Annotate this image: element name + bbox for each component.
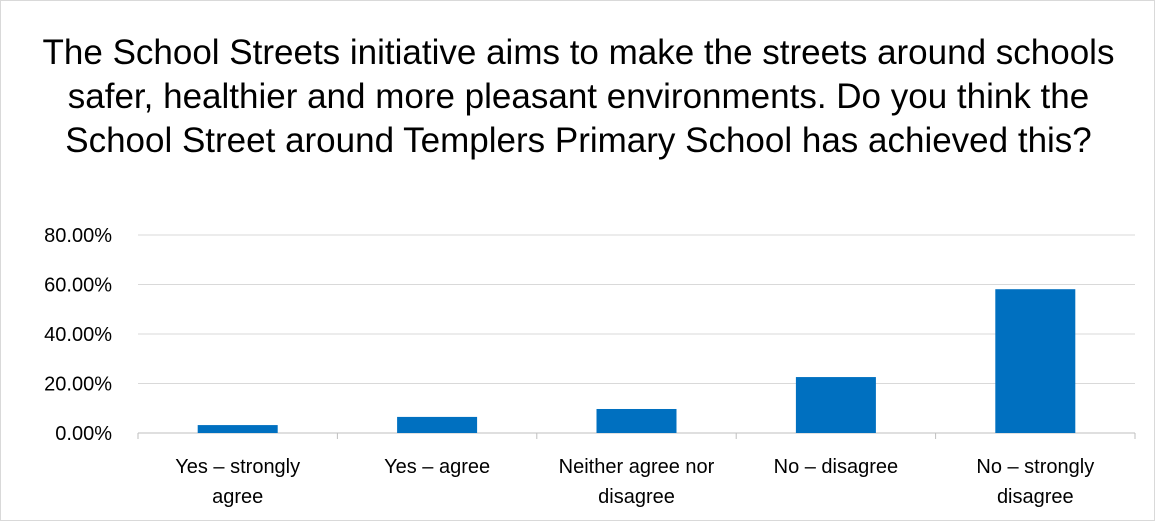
- x-tick-label: Neither agree nor: [559, 456, 715, 478]
- y-tick-label: 20.00%: [44, 374, 112, 396]
- bar: [397, 416, 478, 433]
- y-tick-label: 60.00%: [44, 275, 112, 297]
- chart-title: The School Streets initiative aims to ma…: [42, 33, 1115, 160]
- y-tick-label: 80.00%: [44, 225, 112, 247]
- x-tick-label: disagree: [997, 486, 1074, 508]
- x-tick-label: No – disagree: [774, 456, 899, 478]
- bar: [795, 377, 876, 433]
- x-tick-label: agree: [212, 486, 263, 508]
- bar: [197, 425, 278, 433]
- x-tick-label: Yes – strongly: [175, 456, 300, 478]
- y-tick-label: 40.00%: [44, 324, 112, 346]
- x-tick-label: No – strongly: [976, 456, 1094, 478]
- x-tick-label: disagree: [598, 486, 675, 508]
- bar: [995, 289, 1076, 433]
- x-tick-label: Yes – agree: [384, 456, 490, 478]
- bar: [596, 408, 677, 433]
- y-tick-label: 0.00%: [55, 423, 112, 445]
